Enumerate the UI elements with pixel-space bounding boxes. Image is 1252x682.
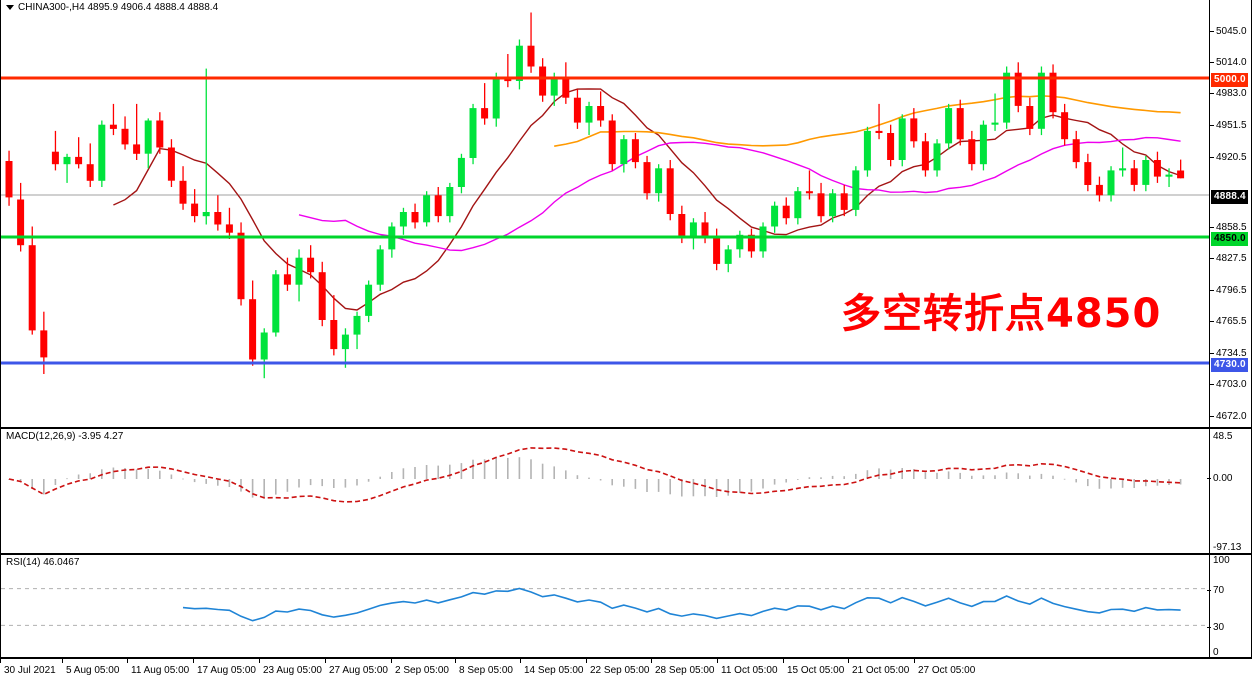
caret-down-icon[interactable] — [6, 4, 14, 10]
price-annotation-text: 多空转折点4850 — [841, 291, 1162, 337]
time-tick-label: 22 Sep 05:00 — [586, 658, 650, 676]
resistance-price-badge[interactable]: 5000.0 — [1211, 73, 1248, 87]
price-tick-label: 5014.0 — [1210, 57, 1247, 68]
price-chart-panel[interactable]: CHINA300-,H4 4895.9 4906.4 4888.4 4888.4… — [0, 0, 1210, 428]
macd-tick-label: -97.13 — [1213, 542, 1242, 553]
support-price-line — [1, 235, 1209, 239]
price-tick-label: 4796.5 — [1210, 285, 1247, 296]
price-axis[interactable]: 5045.0 5014.0 4983.0 4951.5 4920.5 4858.5 4827… — [1210, 0, 1252, 428]
price-tick-label: 4951.5 — [1210, 120, 1247, 131]
chart-symbol-label: CHINA300-,H4 4895.9 4906.4 4888.4 4888.4 — [18, 2, 219, 13]
current-price-line — [1, 194, 1209, 196]
macd-plot-area[interactable] — [1, 429, 1209, 553]
price-tick-label: 4734.5 — [1210, 348, 1247, 359]
macd-axis[interactable]: 48.5 0.00 -97.13 — [1206, 428, 1252, 554]
rsi-tick-label: 70 — [1206, 585, 1225, 596]
rsi-line — [182, 587, 1181, 622]
rsi-tick-label: 30 — [1206, 622, 1225, 633]
time-tick-label: 15 Oct 05:00 — [782, 658, 845, 676]
macd-title: MACD(12,26,9) -3.95 4.27 — [6, 431, 124, 442]
time-tick-label: 11 Oct 05:00 — [717, 658, 778, 676]
price-tick-label: 4827.5 — [1210, 253, 1247, 264]
rsi-plot-area[interactable] — [1, 555, 1209, 657]
time-axis[interactable]: 30 Jul 2021 5 Aug 05:00 11 Aug 05:00 17 Aug… — [0, 658, 1252, 682]
rsi-tick-label: 100 — [1213, 555, 1230, 566]
candlestick-series — [1, 12, 1209, 379]
time-tick-label: 5 Aug 05:00 — [61, 658, 120, 676]
rsi-title: RSI(14) 46.0467 — [6, 557, 80, 568]
rsi-tick-label: 0 — [1213, 647, 1219, 658]
support-price-badge[interactable]: 4850.0 — [1211, 232, 1248, 246]
time-tick-label: 14 Sep 05:00 — [520, 658, 584, 676]
time-tick-label: 27 Oct 05:00 — [913, 658, 976, 676]
time-tick-label: 8 Sep 05:00 — [455, 658, 513, 676]
rsi-axis[interactable]: 100 70 30 0 — [1206, 554, 1252, 658]
macd-tick-label: 48.5 — [1213, 431, 1233, 442]
ma-fast-line — [113, 88, 1181, 311]
price-plot-area[interactable] — [1, 0, 1209, 427]
macd-panel[interactable]: MACD(12,26,9) -3.95 4.27 — [0, 428, 1210, 554]
ma-mid-line — [298, 136, 1181, 252]
floor-price-badge[interactable]: 4730.0 — [1211, 358, 1248, 372]
macd-tick-label: 0.00 — [1206, 473, 1233, 484]
macd-series — [8, 447, 1182, 503]
chart-symbol-header[interactable]: CHINA300-,H4 4895.9 4906.4 4888.4 4888.4 — [6, 2, 218, 13]
current-price-badge[interactable]: 4888.4 — [1211, 190, 1248, 204]
price-tick-label: 5045.0 — [1210, 26, 1247, 37]
time-tick-label: 30 Jul 2021 — [0, 658, 56, 676]
price-tick-label: 4983.0 — [1210, 88, 1247, 99]
time-tick-label: 27 Aug 05:00 — [325, 658, 388, 676]
time-tick-label: 11 Aug 05:00 — [126, 658, 190, 676]
rsi-series — [1, 587, 1209, 626]
time-tick-label: 17 Aug 05:00 — [193, 658, 256, 676]
time-tick-label: 28 Sep 05:00 — [651, 658, 715, 676]
macd-histogram — [8, 457, 1182, 499]
time-tick-label: 23 Aug 05:00 — [259, 658, 322, 676]
time-tick-label: 21 Oct 05:00 — [847, 658, 910, 676]
price-tick-label: 4672.0 — [1210, 411, 1247, 422]
resistance-price-line — [1, 76, 1209, 80]
candles-group — [5, 12, 1185, 379]
time-tick-label: 2 Sep 05:00 — [391, 658, 449, 676]
floor-price-line — [1, 361, 1209, 365]
rsi-panel[interactable]: RSI(14) 46.0467 — [0, 554, 1210, 658]
price-tick-label: 4858.5 — [1210, 222, 1247, 233]
price-tick-label: 4920.5 — [1210, 152, 1247, 163]
price-tick-label: 4703.0 — [1210, 379, 1247, 390]
price-tick-label: 4765.5 — [1210, 316, 1247, 327]
macd-signal-line — [8, 447, 1181, 503]
